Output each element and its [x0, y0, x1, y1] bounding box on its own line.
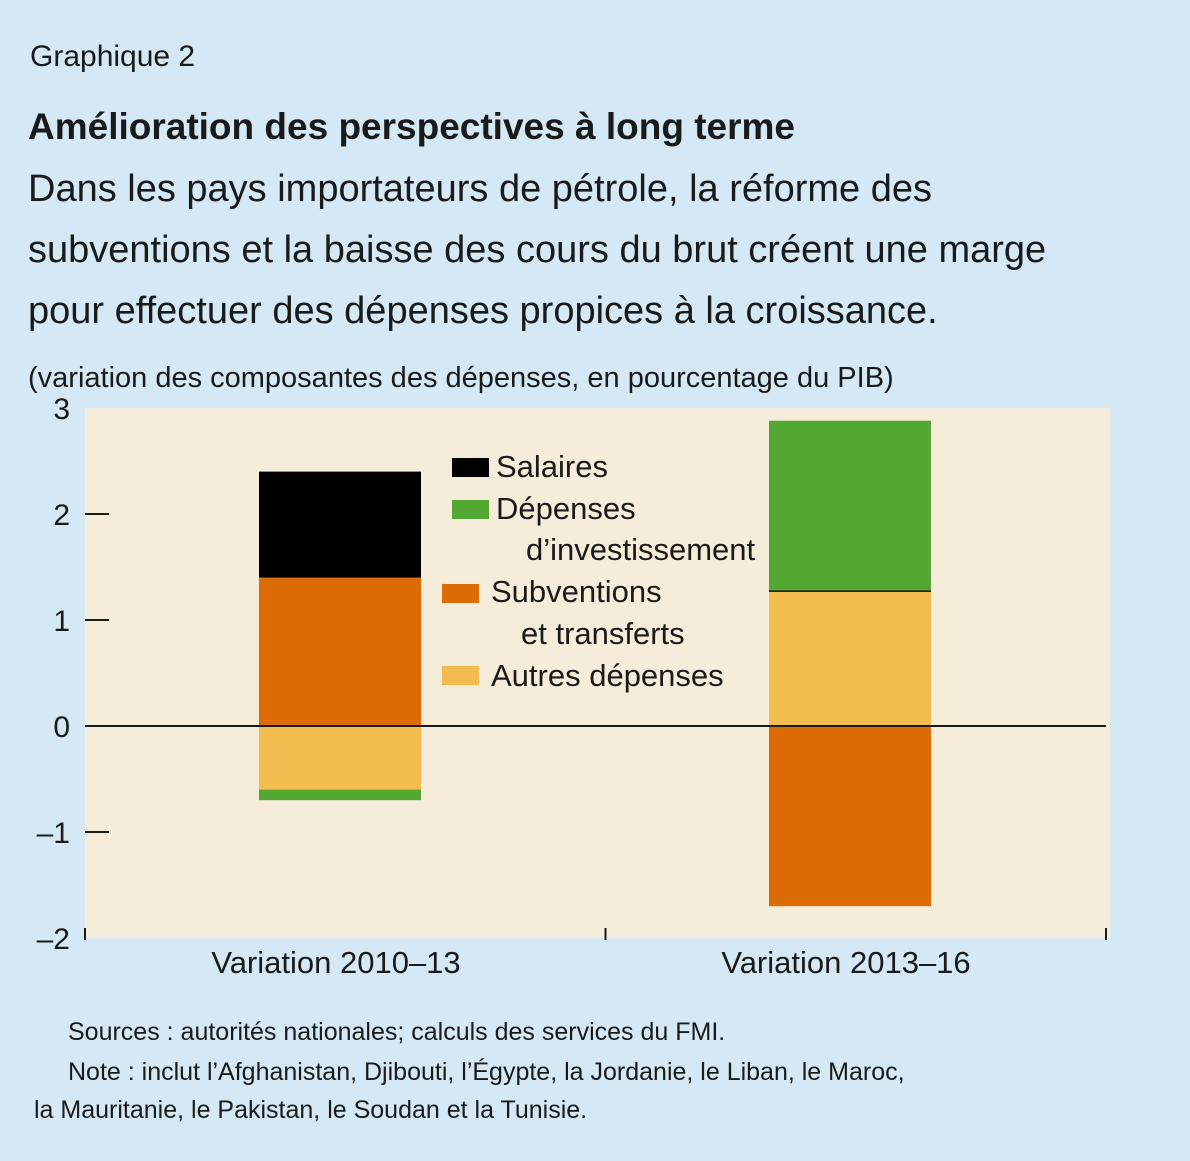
legend-swatch [452, 500, 489, 519]
y-tick-label: 3 [53, 393, 70, 426]
x-category-label: Variation 2010–13 [211, 945, 460, 980]
legend-swatch [442, 584, 479, 603]
legend-label: Salaires [496, 449, 608, 484]
bar-segment [259, 471, 421, 578]
footer-note-line-2: la Mauritanie, le Pakistan, le Soudan et… [34, 1096, 588, 1124]
bar-segment [769, 591, 931, 726]
legend-label: Subventions [491, 574, 662, 609]
y-tick-label: –1 [37, 817, 70, 850]
y-tick-label: 0 [53, 711, 70, 744]
chart-label: Graphique 2 [30, 40, 196, 73]
legend-label: d’investissement [526, 532, 756, 567]
footer-note-line-1: Note : inclut l’Afghanistan, Djibouti, l… [68, 1058, 905, 1086]
chart-area: –2 –1 0 1 2 3 Variation 2010–13 Variation 2013–… [37, 393, 1110, 980]
bar-segment [769, 726, 931, 907]
bar-segment [769, 420, 931, 591]
chart-subtitle-line-1: Dans les pays importateurs de pétrole, l… [28, 168, 932, 210]
chart-subtitle-line-3: pour effectuer des dépenses propices à l… [28, 290, 938, 332]
bar-segment [259, 726, 421, 790]
bar-segment [259, 789, 421, 801]
legend-swatch [442, 666, 479, 685]
legend-label: et transferts [521, 616, 685, 651]
y-tick-label: 1 [53, 605, 70, 638]
chart-subtitle-line-2: subventions et la baisse des cours du br… [28, 229, 1047, 271]
units-label: (variation des composantes des dépenses,… [28, 362, 894, 394]
plot-background [85, 408, 1110, 938]
y-tick-label: –2 [37, 923, 70, 956]
y-tick-label: 2 [53, 499, 70, 532]
x-category-label: Variation 2013–16 [721, 945, 970, 980]
bar-segment [259, 577, 421, 726]
legend-swatch [452, 458, 489, 477]
bar-segment [769, 590, 931, 592]
chart-title: Amélioration des perspectives à long ter… [28, 106, 795, 147]
legend-label: Autres dépenses [491, 658, 724, 693]
footer-sources: Sources : autorités nationales; calculs … [68, 1018, 726, 1046]
legend-label: Dépenses [496, 491, 636, 526]
